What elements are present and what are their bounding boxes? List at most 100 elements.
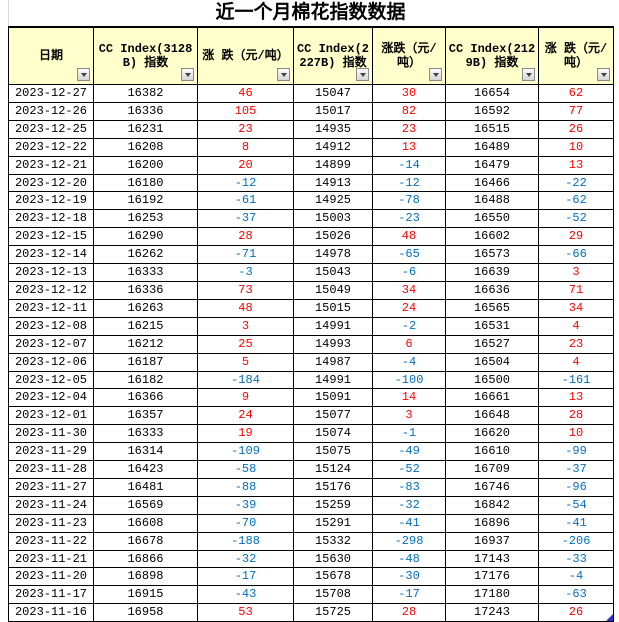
date-cell[interactable]: 2023-12-07 bbox=[8, 334, 94, 354]
chg3128-cell[interactable]: -70 bbox=[197, 513, 294, 533]
date-cell[interactable]: 2023-12-20 bbox=[8, 173, 94, 193]
chg2129-cell[interactable]: -4 bbox=[538, 567, 614, 587]
chg3128-cell[interactable]: 24 bbox=[197, 406, 294, 426]
chg3128-cell[interactable]: 46 bbox=[197, 84, 294, 103]
cc2227-cell[interactable]: 15003 bbox=[293, 209, 373, 229]
chg3128-cell[interactable]: -37 bbox=[197, 209, 294, 229]
cc3128-cell[interactable]: 16187 bbox=[93, 352, 198, 372]
cc2227-cell[interactable]: 15332 bbox=[293, 531, 373, 551]
chg3128-cell[interactable]: 48 bbox=[197, 298, 294, 318]
date-cell[interactable]: 2023-11-28 bbox=[8, 460, 94, 479]
chg2129-cell[interactable]: 13 bbox=[538, 388, 614, 408]
chg2227-cell[interactable]: -14 bbox=[372, 155, 446, 175]
cc2227-cell[interactable]: 15043 bbox=[293, 263, 373, 282]
cc2227-cell[interactable]: 14987 bbox=[293, 352, 373, 372]
cc2227-cell[interactable]: 14991 bbox=[293, 316, 373, 336]
cc2129-cell[interactable]: 16610 bbox=[445, 442, 539, 462]
cc3128-cell[interactable]: 16192 bbox=[93, 191, 198, 211]
date-cell[interactable]: 2023-12-27 bbox=[8, 84, 94, 103]
cc2227-cell[interactable]: 14899 bbox=[293, 155, 373, 175]
chg2129-cell[interactable]: -22 bbox=[538, 173, 614, 193]
filter-dropdown-button[interactable] bbox=[597, 68, 610, 81]
chg3128-cell[interactable]: -58 bbox=[197, 460, 294, 479]
chg2129-cell[interactable]: 29 bbox=[538, 227, 614, 247]
cc2129-cell[interactable]: 16746 bbox=[445, 477, 539, 497]
chg2227-cell[interactable]: -32 bbox=[372, 495, 446, 515]
cc2227-cell[interactable]: 14935 bbox=[293, 119, 373, 139]
chg2227-cell[interactable]: 6 bbox=[372, 334, 446, 354]
cc2129-cell[interactable]: 16504 bbox=[445, 352, 539, 372]
chg2129-cell[interactable]: 4 bbox=[538, 352, 614, 372]
filter-dropdown-button[interactable] bbox=[181, 68, 194, 81]
cc2227-cell[interactable]: 14993 bbox=[293, 334, 373, 354]
cc2129-cell[interactable]: 17243 bbox=[445, 603, 539, 622]
date-cell[interactable]: 2023-12-08 bbox=[8, 316, 94, 336]
cc3128-cell[interactable]: 16866 bbox=[93, 549, 198, 569]
cc3128-cell[interactable]: 16231 bbox=[93, 119, 198, 139]
date-cell[interactable]: 2023-12-12 bbox=[8, 280, 94, 300]
chg2227-cell[interactable]: -83 bbox=[372, 477, 446, 497]
chg2129-cell[interactable]: -206 bbox=[538, 531, 614, 551]
chg3128-cell[interactable]: 28 bbox=[197, 227, 294, 247]
date-cell[interactable]: 2023-12-05 bbox=[8, 370, 94, 390]
cc3128-cell[interactable]: 16481 bbox=[93, 477, 198, 497]
chg3128-cell[interactable]: -88 bbox=[197, 477, 294, 497]
date-cell[interactable]: 2023-11-24 bbox=[8, 495, 94, 515]
cc2129-cell[interactable]: 16709 bbox=[445, 460, 539, 479]
chg2129-cell[interactable]: 3 bbox=[538, 263, 614, 282]
date-cell[interactable]: 2023-12-04 bbox=[8, 388, 94, 408]
chg2129-cell[interactable]: 34 bbox=[538, 298, 614, 318]
cc3128-cell[interactable]: 16253 bbox=[93, 209, 198, 229]
chg3128-cell[interactable]: -61 bbox=[197, 191, 294, 211]
chg2129-cell[interactable]: 62 bbox=[538, 84, 614, 103]
cc3128-cell[interactable]: 16208 bbox=[93, 137, 198, 157]
date-cell[interactable]: 2023-11-23 bbox=[8, 513, 94, 533]
cc3128-cell[interactable]: 16423 bbox=[93, 460, 198, 479]
chg2227-cell[interactable]: -4 bbox=[372, 352, 446, 372]
chg2227-cell[interactable]: 48 bbox=[372, 227, 446, 247]
chg2227-cell[interactable]: -52 bbox=[372, 460, 446, 479]
cc3128-cell[interactable]: 16608 bbox=[93, 513, 198, 533]
cc2129-cell[interactable]: 16896 bbox=[445, 513, 539, 533]
date-cell[interactable]: 2023-12-18 bbox=[8, 209, 94, 229]
cc2129-cell[interactable]: 16500 bbox=[445, 370, 539, 390]
cc2129-cell[interactable]: 16636 bbox=[445, 280, 539, 300]
cc2227-cell[interactable]: 15176 bbox=[293, 477, 373, 497]
chg3128-cell[interactable]: 73 bbox=[197, 280, 294, 300]
cc2129-cell[interactable]: 16489 bbox=[445, 137, 539, 157]
chg2227-cell[interactable]: -41 bbox=[372, 513, 446, 533]
cc3128-cell[interactable]: 16263 bbox=[93, 298, 198, 318]
cc3128-cell[interactable]: 16336 bbox=[93, 101, 198, 121]
cc2129-cell[interactable]: 16488 bbox=[445, 191, 539, 211]
cc3128-cell[interactable]: 16182 bbox=[93, 370, 198, 390]
date-cell[interactable]: 2023-11-21 bbox=[8, 549, 94, 569]
cc2227-cell[interactable]: 14978 bbox=[293, 245, 373, 265]
cc2227-cell[interactable]: 15049 bbox=[293, 280, 373, 300]
chg3128-cell[interactable]: -17 bbox=[197, 567, 294, 587]
chg2129-cell[interactable]: 23 bbox=[538, 334, 614, 354]
cc2129-cell[interactable]: 16531 bbox=[445, 316, 539, 336]
cc3128-cell[interactable]: 16200 bbox=[93, 155, 198, 175]
chg2129-cell[interactable]: 26 bbox=[538, 603, 614, 622]
cc2129-cell[interactable]: 16602 bbox=[445, 227, 539, 247]
chg3128-cell[interactable]: 53 bbox=[197, 603, 294, 622]
cc2227-cell[interactable]: 15259 bbox=[293, 495, 373, 515]
date-cell[interactable]: 2023-11-22 bbox=[8, 531, 94, 551]
chg2227-cell[interactable]: 34 bbox=[372, 280, 446, 300]
cc2129-cell[interactable]: 17180 bbox=[445, 585, 539, 605]
chg3128-cell[interactable]: -184 bbox=[197, 370, 294, 390]
chg2129-cell[interactable]: -41 bbox=[538, 513, 614, 533]
cc2227-cell[interactable]: 15074 bbox=[293, 424, 373, 444]
chg2129-cell[interactable]: 71 bbox=[538, 280, 614, 300]
chg2129-cell[interactable]: 4 bbox=[538, 316, 614, 336]
filter-dropdown-button[interactable] bbox=[522, 68, 535, 81]
date-cell[interactable]: 2023-12-19 bbox=[8, 191, 94, 211]
cc2227-cell[interactable]: 15124 bbox=[293, 460, 373, 479]
cc2129-cell[interactable]: 16654 bbox=[445, 84, 539, 103]
cc2227-cell[interactable]: 14913 bbox=[293, 173, 373, 193]
cc3128-cell[interactable]: 16333 bbox=[93, 424, 198, 444]
chg2129-cell[interactable]: -96 bbox=[538, 477, 614, 497]
chg2129-cell[interactable]: -37 bbox=[538, 460, 614, 479]
chg2227-cell[interactable]: -30 bbox=[372, 567, 446, 587]
date-cell[interactable]: 2023-11-20 bbox=[8, 567, 94, 587]
